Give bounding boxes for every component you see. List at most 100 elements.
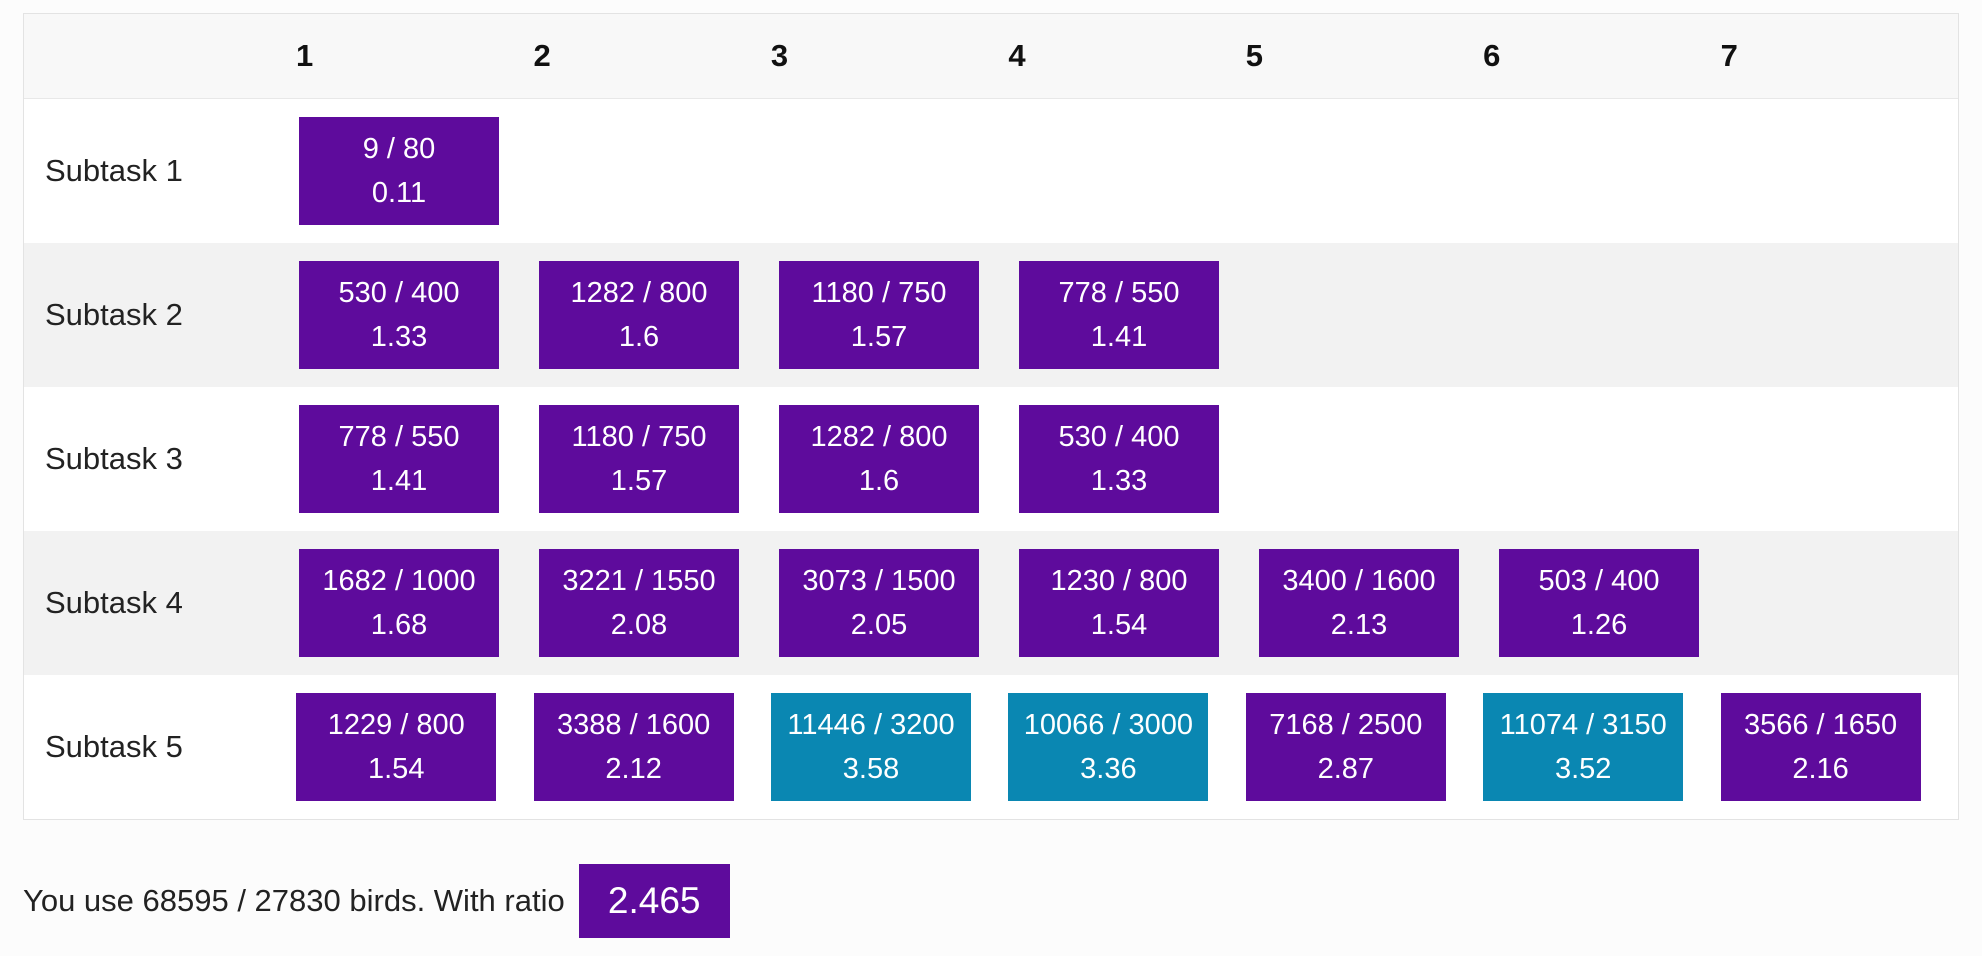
score-box[interactable]: 10066 / 3000 3.36 — [1008, 693, 1209, 801]
column-header: 5 — [1245, 38, 1263, 73]
column-header: 3 — [770, 38, 789, 73]
column-header: 2 — [533, 38, 551, 73]
score-ratio: 1.54 — [368, 753, 425, 785]
column-header: 1 — [296, 38, 314, 73]
row-label: Subtask 2 — [45, 297, 183, 332]
summary-line: You use 68595 / 27830 birds. With ratio … — [23, 864, 730, 938]
score-fraction: 530 / 400 — [1058, 421, 1180, 453]
score-cell: 778 / 550 1.41 — [299, 405, 539, 513]
score-box[interactable]: 1682 / 1000 1.68 — [299, 549, 499, 657]
score-cell: 10066 / 3000 3.36 — [1008, 693, 1245, 801]
score-box[interactable]: 7168 / 2500 2.87 — [1245, 693, 1446, 801]
row-label: Subtask 1 — [45, 153, 183, 188]
score-box[interactable]: 1180 / 750 1.57 — [779, 261, 979, 369]
score-fraction: 1180 / 750 — [571, 421, 707, 453]
score-fraction: 778 / 550 — [1058, 277, 1180, 309]
score-ratio: 2.12 — [605, 753, 662, 785]
score-box[interactable]: 778 / 550 1.41 — [1019, 261, 1219, 369]
score-box[interactable]: 1282 / 800 1.6 — [779, 405, 979, 513]
score-box[interactable]: 3073 / 1500 2.05 — [779, 549, 979, 657]
score-fraction: 3221 / 1550 — [562, 565, 716, 597]
score-fraction: 3566 / 1650 — [1743, 709, 1898, 741]
score-cell: 1282 / 800 1.6 — [539, 261, 779, 369]
score-box[interactable]: 3400 / 1600 2.13 — [1259, 549, 1459, 657]
score-cell: 530 / 400 1.33 — [1019, 405, 1259, 513]
score-fraction: 503 / 400 — [1538, 565, 1660, 597]
score-box[interactable]: 11074 / 3150 3.52 — [1483, 693, 1684, 801]
score-fraction: 1230 / 800 — [1050, 565, 1188, 597]
score-cell: 3388 / 1600 2.12 — [533, 693, 771, 801]
score-fraction: 3073 / 1500 — [802, 565, 956, 597]
score-ratio: 0.11 — [371, 177, 427, 209]
score-ratio: 2.87 — [1317, 753, 1375, 785]
score-ratio: 1.41 — [370, 465, 428, 497]
subtask-table: 1 2 3 4 5 6 7 Subtask 1 9 / 80 0.11 Subt… — [23, 13, 1959, 820]
score-cell: 7168 / 2500 2.87 — [1245, 693, 1483, 801]
score-cell: 1230 / 800 1.54 — [1019, 549, 1259, 657]
column-header: 4 — [1008, 38, 1026, 73]
score-cell: 1682 / 1000 1.68 — [299, 549, 539, 657]
score-box[interactable]: 530 / 400 1.33 — [1019, 405, 1219, 513]
score-ratio: 3.52 — [1554, 753, 1612, 785]
score-fraction: 3388 / 1600 — [557, 709, 711, 741]
score-ratio: 2.13 — [1330, 609, 1388, 641]
score-ratio: 1.57 — [850, 321, 908, 353]
score-box[interactable]: 1230 / 800 1.54 — [1019, 549, 1219, 657]
row-label: Subtask 5 — [45, 729, 183, 764]
total-ratio-badge: 2.465 — [578, 864, 730, 938]
table-header-row: 1 2 3 4 5 6 7 — [24, 14, 1958, 99]
score-cell: 11446 / 3200 3.58 — [771, 693, 1008, 801]
score-fraction: 11446 / 3200 — [787, 709, 955, 741]
score-ratio: 1.33 — [1090, 465, 1148, 497]
score-cell: 3221 / 1550 2.08 — [539, 549, 779, 657]
score-cell: 3073 / 1500 2.05 — [779, 549, 1019, 657]
score-cell: 1180 / 750 1.57 — [539, 405, 779, 513]
score-box[interactable]: 1180 / 750 1.57 — [539, 405, 739, 513]
score-fraction: 778 / 550 — [338, 421, 460, 453]
score-cell: 503 / 400 1.26 — [1499, 549, 1739, 657]
score-box[interactable]: 1229 / 800 1.54 — [296, 693, 497, 801]
score-fraction: 1282 / 800 — [570, 277, 708, 309]
score-ratio: 1.68 — [370, 609, 428, 641]
score-ratio: 3.58 — [842, 753, 900, 785]
score-ratio: 1.33 — [370, 321, 428, 353]
score-cell: 3566 / 1650 2.16 — [1720, 693, 1958, 801]
score-box[interactable]: 530 / 400 1.33 — [299, 261, 499, 369]
score-box[interactable]: 9 / 80 0.11 — [299, 117, 499, 225]
score-cell: 11074 / 3150 3.52 — [1483, 693, 1720, 801]
score-cell: 3400 / 1600 2.13 — [1259, 549, 1499, 657]
score-box[interactable]: 1282 / 800 1.6 — [539, 261, 739, 369]
score-fraction: 1282 / 800 — [810, 421, 948, 453]
score-fraction: 3400 / 1600 — [1282, 565, 1436, 597]
score-ratio: 1.54 — [1090, 609, 1148, 641]
score-fraction: 1229 / 800 — [327, 709, 465, 741]
score-cell: 1229 / 800 1.54 — [296, 693, 533, 801]
row-label: Subtask 3 — [45, 441, 183, 476]
score-fraction: 10066 / 3000 — [1023, 709, 1194, 741]
score-fraction: 7168 / 2500 — [1269, 709, 1423, 741]
score-box[interactable]: 778 / 550 1.41 — [299, 405, 499, 513]
score-cell: 1282 / 800 1.6 — [779, 405, 1019, 513]
score-cell: 1180 / 750 1.57 — [779, 261, 1019, 369]
table-row: Subtask 3 778 / 550 1.41 1180 / 750 1.57… — [24, 387, 1958, 531]
score-box[interactable]: 3388 / 1600 2.12 — [533, 693, 734, 801]
score-box[interactable]: 11446 / 3200 3.58 — [771, 693, 972, 801]
score-ratio: 1.41 — [1090, 321, 1148, 353]
score-fraction: 530 / 400 — [338, 277, 460, 309]
score-ratio: 2.08 — [610, 609, 668, 641]
score-box[interactable]: 503 / 400 1.26 — [1499, 549, 1699, 657]
score-fraction: 9 / 80 — [362, 133, 436, 165]
column-header: 7 — [1720, 38, 1738, 73]
score-cell: 778 / 550 1.41 — [1019, 261, 1259, 369]
score-box[interactable]: 3566 / 1650 2.16 — [1720, 693, 1921, 801]
table-row: Subtask 5 1229 / 800 1.54 3388 / 1600 2.… — [24, 675, 1958, 819]
row-label: Subtask 4 — [45, 585, 183, 620]
score-fraction: 1180 / 750 — [811, 277, 947, 309]
score-box[interactable]: 3221 / 1550 2.08 — [539, 549, 739, 657]
score-ratio: 3.36 — [1080, 753, 1137, 785]
table-row: Subtask 4 1682 / 1000 1.68 3221 / 1550 2… — [24, 531, 1958, 675]
score-ratio: 1.6 — [858, 465, 900, 497]
score-fraction: 1682 / 1000 — [322, 565, 476, 597]
score-ratio: 1.6 — [618, 321, 660, 353]
column-header: 6 — [1483, 38, 1501, 73]
